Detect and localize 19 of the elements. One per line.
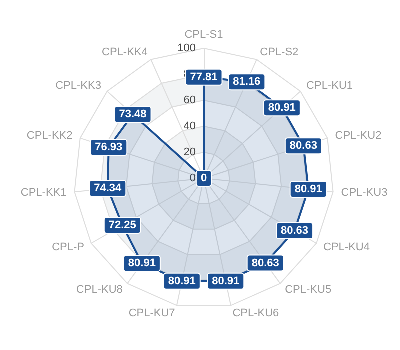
spoke-label: CPL-KU4: [324, 242, 370, 254]
spoke-label: CPL-KU2: [335, 130, 382, 142]
spoke-label: CPL-KU5: [285, 284, 332, 296]
spoke-label: CPL-KU8: [76, 284, 123, 296]
spoke-label: CPL-KK3: [56, 80, 102, 92]
spoke-label: CPL-KU7: [128, 307, 176, 320]
y-tick-label: 40: [184, 120, 196, 132]
spoke-label: CPL-S2: [260, 46, 299, 58]
spoke-label: CPL-KK1: [20, 186, 67, 199]
y-tick-label: 60: [184, 94, 196, 106]
y-tick-label: 20: [184, 146, 196, 158]
spoke-label: CPL-KU6: [232, 307, 280, 320]
spoke-label: CPL-KU3: [341, 186, 388, 199]
spoke-label: CPL-KU1: [306, 80, 354, 92]
spoke-label: CPL-P: [52, 242, 84, 254]
spoke-label: CPL-KK4: [102, 46, 148, 58]
y-tick-label: 100: [178, 42, 196, 54]
spoke-label: CPL-KK2: [26, 130, 73, 142]
spoke-label: CPL-S1: [184, 29, 224, 41]
